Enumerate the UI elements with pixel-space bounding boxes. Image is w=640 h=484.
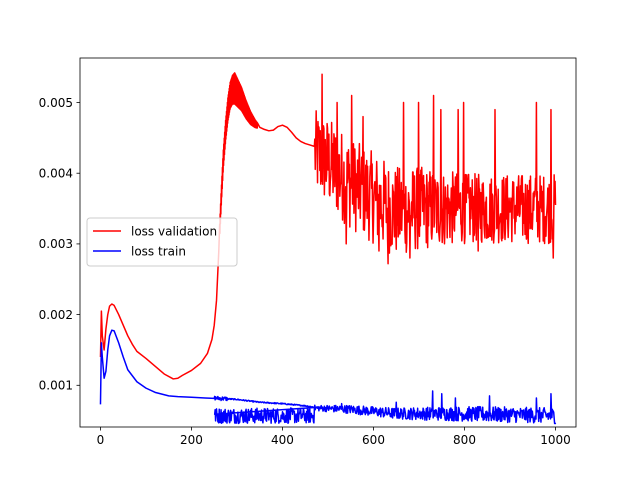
x-tick-label: 400 — [271, 433, 294, 447]
y-tick-label: 0.002 — [39, 308, 73, 322]
y-tick-label: 0.001 — [39, 379, 73, 393]
series-layer — [99, 72, 557, 425]
x-tick-label: 200 — [180, 433, 203, 447]
x-tick-label: 600 — [362, 433, 385, 447]
x-axis: 0 200 400 600 800 1000 — [97, 427, 571, 447]
x-tick-label: 800 — [453, 433, 476, 447]
legend-label: loss train — [131, 244, 186, 258]
series-line-loss-train — [99, 329, 557, 425]
y-tick-label: 0.003 — [39, 237, 73, 251]
series-line-loss-validation — [99, 72, 557, 380]
y-tick-label: 0.005 — [39, 96, 73, 110]
y-tick-label: 0.004 — [39, 167, 73, 181]
axes-frame — [79, 57, 577, 428]
x-tick-label: 0 — [97, 433, 105, 447]
y-axis: 0.001 0.002 0.003 0.004 0.005 — [39, 96, 80, 393]
legend-box — [86, 217, 238, 267]
legend: loss validation loss train — [86, 217, 238, 267]
legend-label: loss validation — [131, 224, 217, 238]
x-tick-label: 1000 — [540, 433, 571, 447]
